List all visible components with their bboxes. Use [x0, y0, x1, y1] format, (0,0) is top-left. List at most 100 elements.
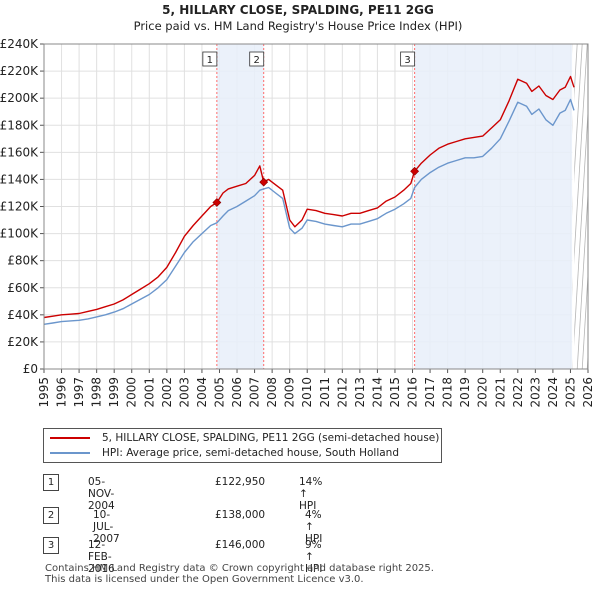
x-tick-label: 2000 [125, 377, 139, 408]
plot-frame [43, 43, 589, 370]
legend-item-property: 5, HILLARY CLOSE, SPALDING, PE11 2GG (se… [50, 431, 439, 445]
sale-flag-box [400, 51, 416, 67]
chart-title: 5, HILLARY CLOSE, SPALDING, PE11 2GG [162, 3, 434, 17]
sale-flag-box [249, 51, 265, 67]
x-tick-label: 2005 [212, 377, 226, 408]
y-tick-label: £240K [0, 37, 39, 51]
x-tick-label: 2020 [476, 377, 490, 408]
shaded-period [414, 44, 573, 369]
x-tick-label: 2012 [335, 377, 349, 408]
x-tick-label: 2019 [458, 377, 472, 408]
x-tick-label: 2010 [300, 377, 314, 408]
sale-marker [212, 198, 222, 207]
hatch-stroke [576, 187, 589, 369]
sale-flag-label: 1 [207, 55, 213, 66]
sale-marker [410, 166, 420, 176]
x-tick-label: 2001 [142, 377, 156, 408]
transaction-date: 10-JUL-2007 [93, 509, 120, 545]
sale-flag-label: 3 [404, 55, 410, 66]
y-tick-label: £60K [7, 281, 39, 295]
sale-markers [212, 166, 420, 207]
chart: 5, HILLARY CLOSE, SPALDING, PE11 2GG Pri… [0, 3, 600, 408]
x-tick-label: 2022 [511, 377, 525, 408]
hatch-stroke [572, 44, 588, 295]
transaction-date: 05-NOV-2004 [88, 476, 115, 512]
transaction-date: 12-FEB-2016 [88, 539, 115, 575]
y-tick-label: £20K [7, 335, 39, 349]
x-tick-label: 2026 [581, 377, 595, 408]
footer-licence: This data is licensed under the Open Gov… [45, 574, 364, 585]
y-axis: £0 £20K £40K £60K £80K £100K £120K £140K £160K £1… [0, 37, 44, 376]
x-tick-label: 1997 [72, 377, 86, 408]
x-tick-label: 2007 [248, 377, 262, 408]
hatch-edge [572, 44, 575, 369]
x-tick-label: 2008 [265, 377, 279, 408]
legend: 5, HILLARY CLOSE, SPALDING, PE11 2GG (se… [43, 428, 442, 463]
hatch-stroke [581, 268, 589, 369]
sale-flags: 1 2 3 [202, 51, 416, 67]
transaction-number: 2 [43, 507, 59, 524]
x-tick-label: 2023 [528, 377, 542, 408]
y-tick-label: £140K [0, 172, 39, 186]
y-tick-label: £0 [23, 362, 38, 376]
hatch-background [572, 44, 588, 369]
y-tick-label: £200K [0, 91, 39, 105]
transaction-delta: 4% ↑ HPI [305, 509, 323, 545]
y-tick-label: £100K [0, 227, 39, 241]
x-tick-label: 2017 [423, 377, 437, 408]
transaction-delta: 9% ↑ HPI [305, 539, 323, 575]
x-tick-label: 2004 [195, 377, 209, 408]
y-tick-label: £160K [0, 145, 39, 159]
x-tick-label: 2009 [283, 377, 297, 408]
series-line-property [43, 75, 575, 319]
footer: Contains HM Land Registry data © Crown c… [45, 563, 434, 585]
series-lines [43, 75, 575, 325]
shaded-periods [216, 44, 573, 369]
sale-marker [259, 177, 269, 187]
transaction-delta: 14% ↑ HPI [299, 476, 323, 512]
transaction-number: 3 [43, 537, 59, 554]
sale-flag-box [202, 51, 218, 67]
legend-label-hpi: HPI: Average price, semi-detached house,… [102, 447, 399, 459]
x-tick-label: 1996 [55, 377, 69, 408]
hatch-stroke [572, 105, 589, 369]
transaction-price: £146,000 [215, 539, 266, 551]
transaction-number: 1 [43, 474, 59, 491]
y-tick-label: £80K [7, 254, 39, 268]
x-tick-label: 2024 [546, 377, 560, 408]
x-tick-label: 2018 [441, 377, 455, 408]
x-tick-label: 1999 [107, 377, 121, 408]
x-tick-label: 2006 [230, 377, 244, 408]
x-tick-label: 2016 [406, 377, 420, 408]
x-tick-label: 1995 [37, 377, 51, 408]
chart-subtitle: Price paid vs. HM Land Registry's House … [134, 19, 463, 33]
shaded-period [216, 44, 264, 369]
y-tick-label: £180K [0, 118, 39, 132]
legend-swatch-property [50, 437, 90, 439]
legend-item-hpi: HPI: Average price, semi-detached house,… [50, 446, 399, 460]
x-tick-label: 2002 [160, 377, 174, 408]
x-tick-label: 2013 [353, 377, 367, 408]
y-tick-label: £120K [0, 200, 39, 214]
x-tick-label: 2021 [493, 377, 507, 408]
y-tick-label: £40K [7, 308, 39, 322]
transaction-price: £138,000 [215, 509, 266, 521]
x-axis: 1995 1996 1997 1998 1999 2000 2001 2002 2003 2004… [37, 369, 595, 408]
x-tick-label: 2003 [177, 377, 191, 408]
forecast-hatch [572, 44, 600, 369]
legend-swatch-hpi [50, 452, 90, 454]
footer-copyright: Contains HM Land Registry data © Crown c… [45, 563, 434, 574]
x-tick-label: 1998 [90, 377, 104, 408]
transaction-price: £122,950 [215, 476, 266, 488]
x-tick-label: 2011 [318, 377, 332, 408]
legend-label-property: 5, HILLARY CLOSE, SPALDING, PE11 2GG (se… [102, 432, 440, 444]
series-line-hpi [43, 98, 575, 325]
hatch-stroke [586, 349, 589, 369]
hatch-stroke [592, 44, 600, 369]
hatch-stroke [572, 44, 583, 214]
x-tick-label: 2025 [563, 377, 577, 408]
sale-flag-label: 2 [254, 55, 260, 66]
y-tick-label: £220K [0, 64, 39, 78]
x-tick-label: 2015 [388, 377, 402, 408]
x-tick-label: 2014 [370, 377, 384, 408]
